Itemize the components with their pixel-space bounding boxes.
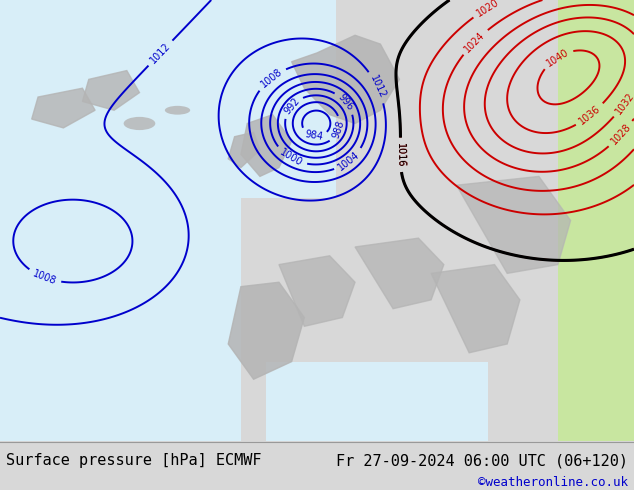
Text: 992: 992 xyxy=(282,96,301,117)
Ellipse shape xyxy=(124,117,155,130)
Text: 996: 996 xyxy=(336,92,355,113)
Text: 988: 988 xyxy=(331,120,346,140)
FancyBboxPatch shape xyxy=(266,362,488,441)
Ellipse shape xyxy=(165,106,190,115)
Text: 1020: 1020 xyxy=(475,0,501,19)
Polygon shape xyxy=(228,132,260,168)
Text: 1032: 1032 xyxy=(614,90,634,116)
Polygon shape xyxy=(456,176,571,273)
Polygon shape xyxy=(279,256,355,326)
Text: 1008: 1008 xyxy=(259,67,284,90)
Polygon shape xyxy=(431,265,520,353)
Text: Fr 27-09-2024 06:00 UTC (06+120): Fr 27-09-2024 06:00 UTC (06+120) xyxy=(335,453,628,468)
Polygon shape xyxy=(32,88,95,128)
Bar xyxy=(0,0,241,441)
Text: 1016: 1016 xyxy=(395,143,406,167)
Text: 1004: 1004 xyxy=(337,149,362,172)
Bar xyxy=(558,0,634,441)
Polygon shape xyxy=(292,35,399,123)
Text: 1012: 1012 xyxy=(368,74,387,100)
FancyBboxPatch shape xyxy=(241,0,336,198)
Polygon shape xyxy=(355,238,444,309)
Polygon shape xyxy=(82,71,139,110)
Text: 1028: 1028 xyxy=(609,122,633,147)
Text: 1016: 1016 xyxy=(395,143,406,167)
Text: 1036: 1036 xyxy=(578,103,603,126)
Text: 1000: 1000 xyxy=(278,147,304,169)
Text: 1040: 1040 xyxy=(545,47,571,68)
Text: Surface pressure [hPa] ECMWF: Surface pressure [hPa] ECMWF xyxy=(6,453,262,468)
Text: 1012: 1012 xyxy=(148,41,172,66)
Text: 984: 984 xyxy=(304,129,324,143)
Polygon shape xyxy=(228,282,304,379)
Text: 1024: 1024 xyxy=(463,29,487,54)
Text: ©weatheronline.co.uk: ©weatheronline.co.uk xyxy=(477,476,628,489)
Polygon shape xyxy=(241,115,292,176)
Text: 1008: 1008 xyxy=(31,269,58,287)
